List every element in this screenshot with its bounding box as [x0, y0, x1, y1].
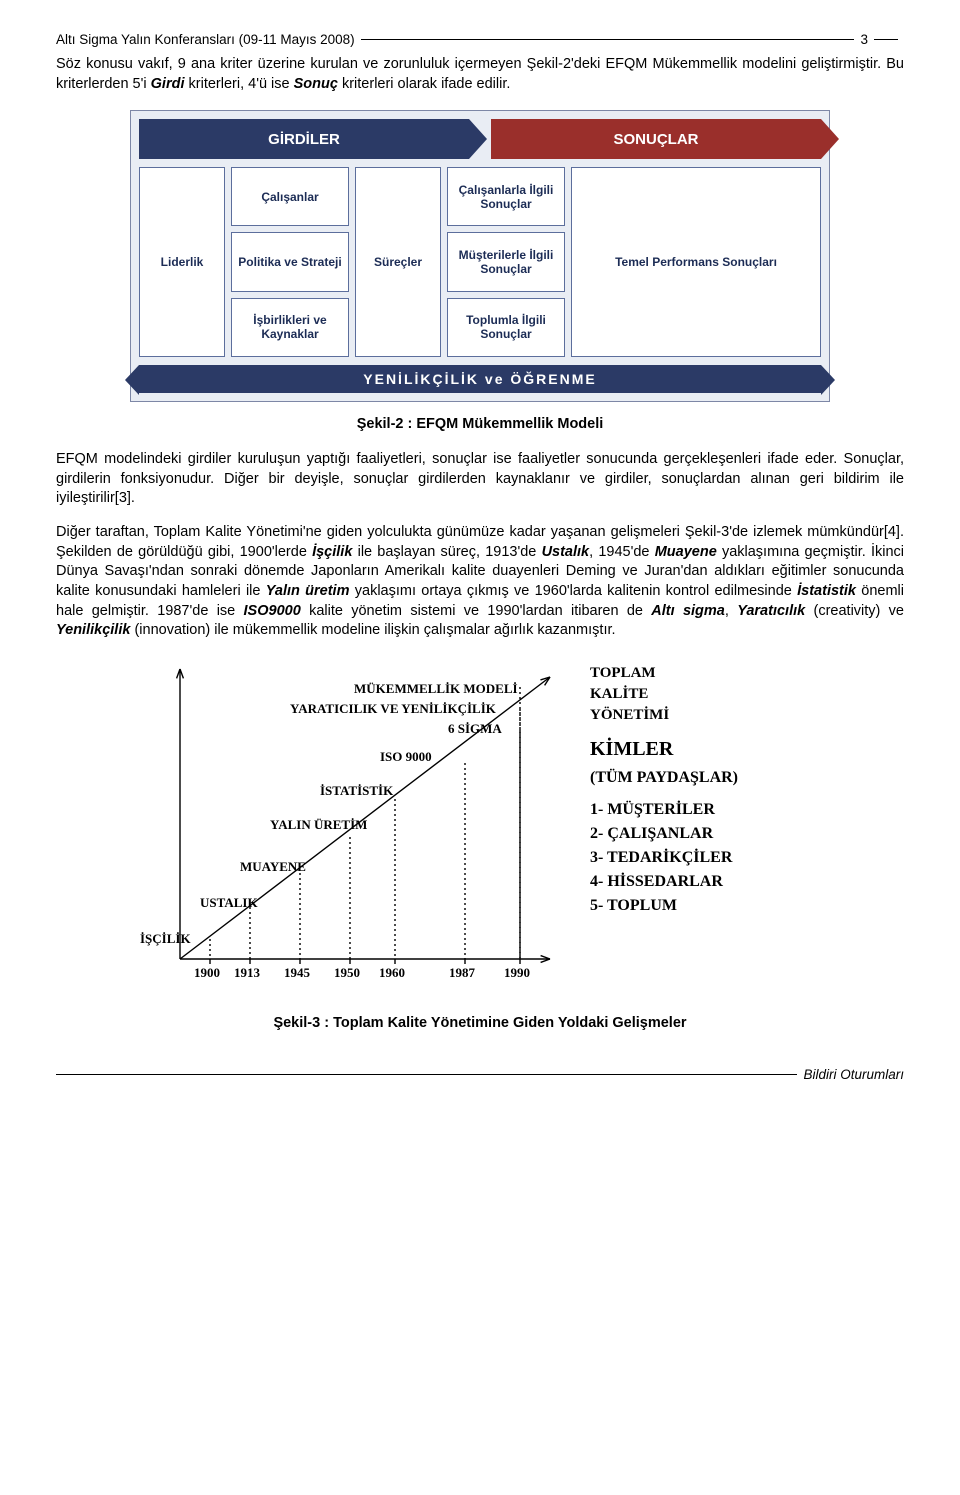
- chart-step-label: YARATICILIK VE YENİLİKÇİLİK: [290, 701, 496, 717]
- tqm-line2: KALİTE: [590, 686, 738, 703]
- stakeholder-item: 4- HİSSEDARLAR: [590, 873, 738, 891]
- chart-year-label: 1960: [379, 965, 405, 981]
- stakeholder-item: 5- TOPLUM: [590, 897, 738, 915]
- header-title: Altı Sigma Yalın Konferansları (09-11 Ma…: [56, 32, 355, 47]
- chart-year-label: 1987: [449, 965, 475, 981]
- page-footer: Bildiri Oturumları: [56, 1067, 904, 1082]
- p3-span: Yalın üretim: [266, 583, 350, 599]
- p3-span: Altı sigma: [651, 603, 725, 619]
- paragraph-3: Diğer taraftan, Toplam Kalite Yönetimi'n…: [56, 523, 904, 640]
- chart-year-label: 1913: [234, 965, 260, 981]
- kimler-heading: KİMLER: [590, 738, 738, 761]
- p3-span: kalite yönetim sistemi ve 1990'lardan it…: [301, 603, 652, 619]
- paragraph-2: EFQM modelindeki girdiler kuruluşun yapt…: [56, 450, 904, 509]
- chart-step-label: İŞÇİLİK: [140, 931, 191, 947]
- stakeholder-item: 3- TEDARİKÇİLER: [590, 849, 738, 867]
- tqm-line3: YÖNETİMİ: [590, 707, 738, 724]
- efqm-outputs-arrow: SONUÇLAR: [491, 119, 821, 159]
- p3-span: Yenilikçilik: [56, 622, 130, 638]
- header-page-number: 3: [860, 32, 868, 47]
- p1-c: kriterleri, 4'ü ise: [189, 76, 294, 92]
- efqm-innovation-label: YENİLİKÇİLİK ve ÖĞRENME: [363, 371, 596, 387]
- p3-span: , 1945'de: [589, 544, 655, 560]
- efqm-policy: Politika ve Strateji: [231, 232, 349, 291]
- efqm-people: Çalışanlar: [231, 167, 349, 226]
- footer-text: Bildiri Oturumları: [803, 1067, 904, 1082]
- efqm-leadership: Liderlik: [139, 167, 225, 357]
- efqm-diagram: GİRDİLER SONUÇLAR Liderlik Çalışanlar Po…: [130, 110, 830, 402]
- figure2-caption: Şekil-2 : EFQM Mükemmellik Modeli: [56, 416, 904, 432]
- efqm-partnerships: İşbirlikleri ve Kaynaklar: [231, 298, 349, 357]
- chart-step-label: YALIN ÜRETİM: [270, 817, 367, 833]
- page-header: Altı Sigma Yalın Konferansları (09-11 Ma…: [56, 32, 904, 47]
- stakeholder-item: 2- ÇALIŞANLAR: [590, 825, 738, 843]
- efqm-innovation-bar: YENİLİKÇİLİK ve ÖĞRENME: [139, 365, 821, 393]
- efqm-inputs-arrow: GİRDİLER: [139, 119, 469, 159]
- chart-step-label: MUAYENE: [240, 859, 306, 875]
- p3-span: (innovation) ile mükemmellik modeline il…: [130, 622, 615, 638]
- tqm-line1: TOPLAM: [590, 665, 738, 682]
- p3-span: Ustalık: [542, 544, 590, 560]
- paydaslar-heading: (TÜM PAYDAŞLAR): [590, 769, 738, 787]
- timeline-chart: TOPLAM KALİTE YÖNETİMİ KİMLER (TÜM PAYDA…: [120, 659, 840, 989]
- efqm-society-results: Toplumla İlgili Sonuçlar: [447, 298, 565, 357]
- efqm-outputs-label: SONUÇLAR: [614, 131, 699, 148]
- header-rule-tail: [874, 39, 898, 40]
- efqm-key-results: Temel Performans Sonuçları: [571, 167, 821, 357]
- chart-step-label: ISO 9000: [380, 749, 432, 765]
- p3-span: ISO9000: [244, 603, 301, 619]
- chart-step-label: İSTATİSTİK: [320, 783, 393, 799]
- p3-span: İşçilik: [312, 544, 352, 560]
- p1-d: Sonuç: [294, 76, 338, 92]
- footer-rule: [56, 1074, 797, 1075]
- chart-right-column: TOPLAM KALİTE YÖNETİMİ KİMLER (TÜM PAYDA…: [590, 665, 738, 921]
- efqm-inputs-label: GİRDİLER: [268, 131, 340, 148]
- p3-span: Yaratıcılık: [737, 603, 805, 619]
- chart-year-label: 1945: [284, 965, 310, 981]
- p1-b: Girdi: [151, 76, 185, 92]
- p3-span: (creativity) ve: [805, 603, 904, 619]
- efqm-customer-results: Müşterilerle İlgili Sonuçlar: [447, 232, 565, 291]
- paragraph-1: Söz konusu vakıf, 9 ana kriter üzerine k…: [56, 55, 904, 94]
- chart-step-label: 6 SİGMA: [448, 721, 502, 737]
- p3-span: İstatistik: [797, 583, 856, 599]
- p1-e: kriterleri olarak ifade edilir.: [342, 76, 510, 92]
- chart-step-label: MÜKEMMELLİK MODELİ: [354, 681, 518, 697]
- chart-year-label: 1950: [334, 965, 360, 981]
- chart-year-label: 1990: [504, 965, 530, 981]
- chart-step-label: USTALIK: [200, 895, 258, 911]
- efqm-people-results: Çalışanlarla İlgili Sonuçlar: [447, 167, 565, 226]
- p3-span: ile başlayan süreç, 1913'de: [352, 544, 541, 560]
- p3-span: yaklaşımı ortaya çıkmış ve 1960'larda ka…: [349, 583, 797, 599]
- stakeholder-item: 1- MÜŞTERİLER: [590, 801, 738, 819]
- header-rule: [361, 39, 855, 40]
- p3-span: Muayene: [655, 544, 717, 560]
- chart-year-label: 1900: [194, 965, 220, 981]
- efqm-processes: Süreçler: [355, 167, 441, 357]
- p3-span: ,: [725, 603, 737, 619]
- figure3-caption: Şekil-3 : Toplam Kalite Yönetimine Giden…: [56, 1015, 904, 1031]
